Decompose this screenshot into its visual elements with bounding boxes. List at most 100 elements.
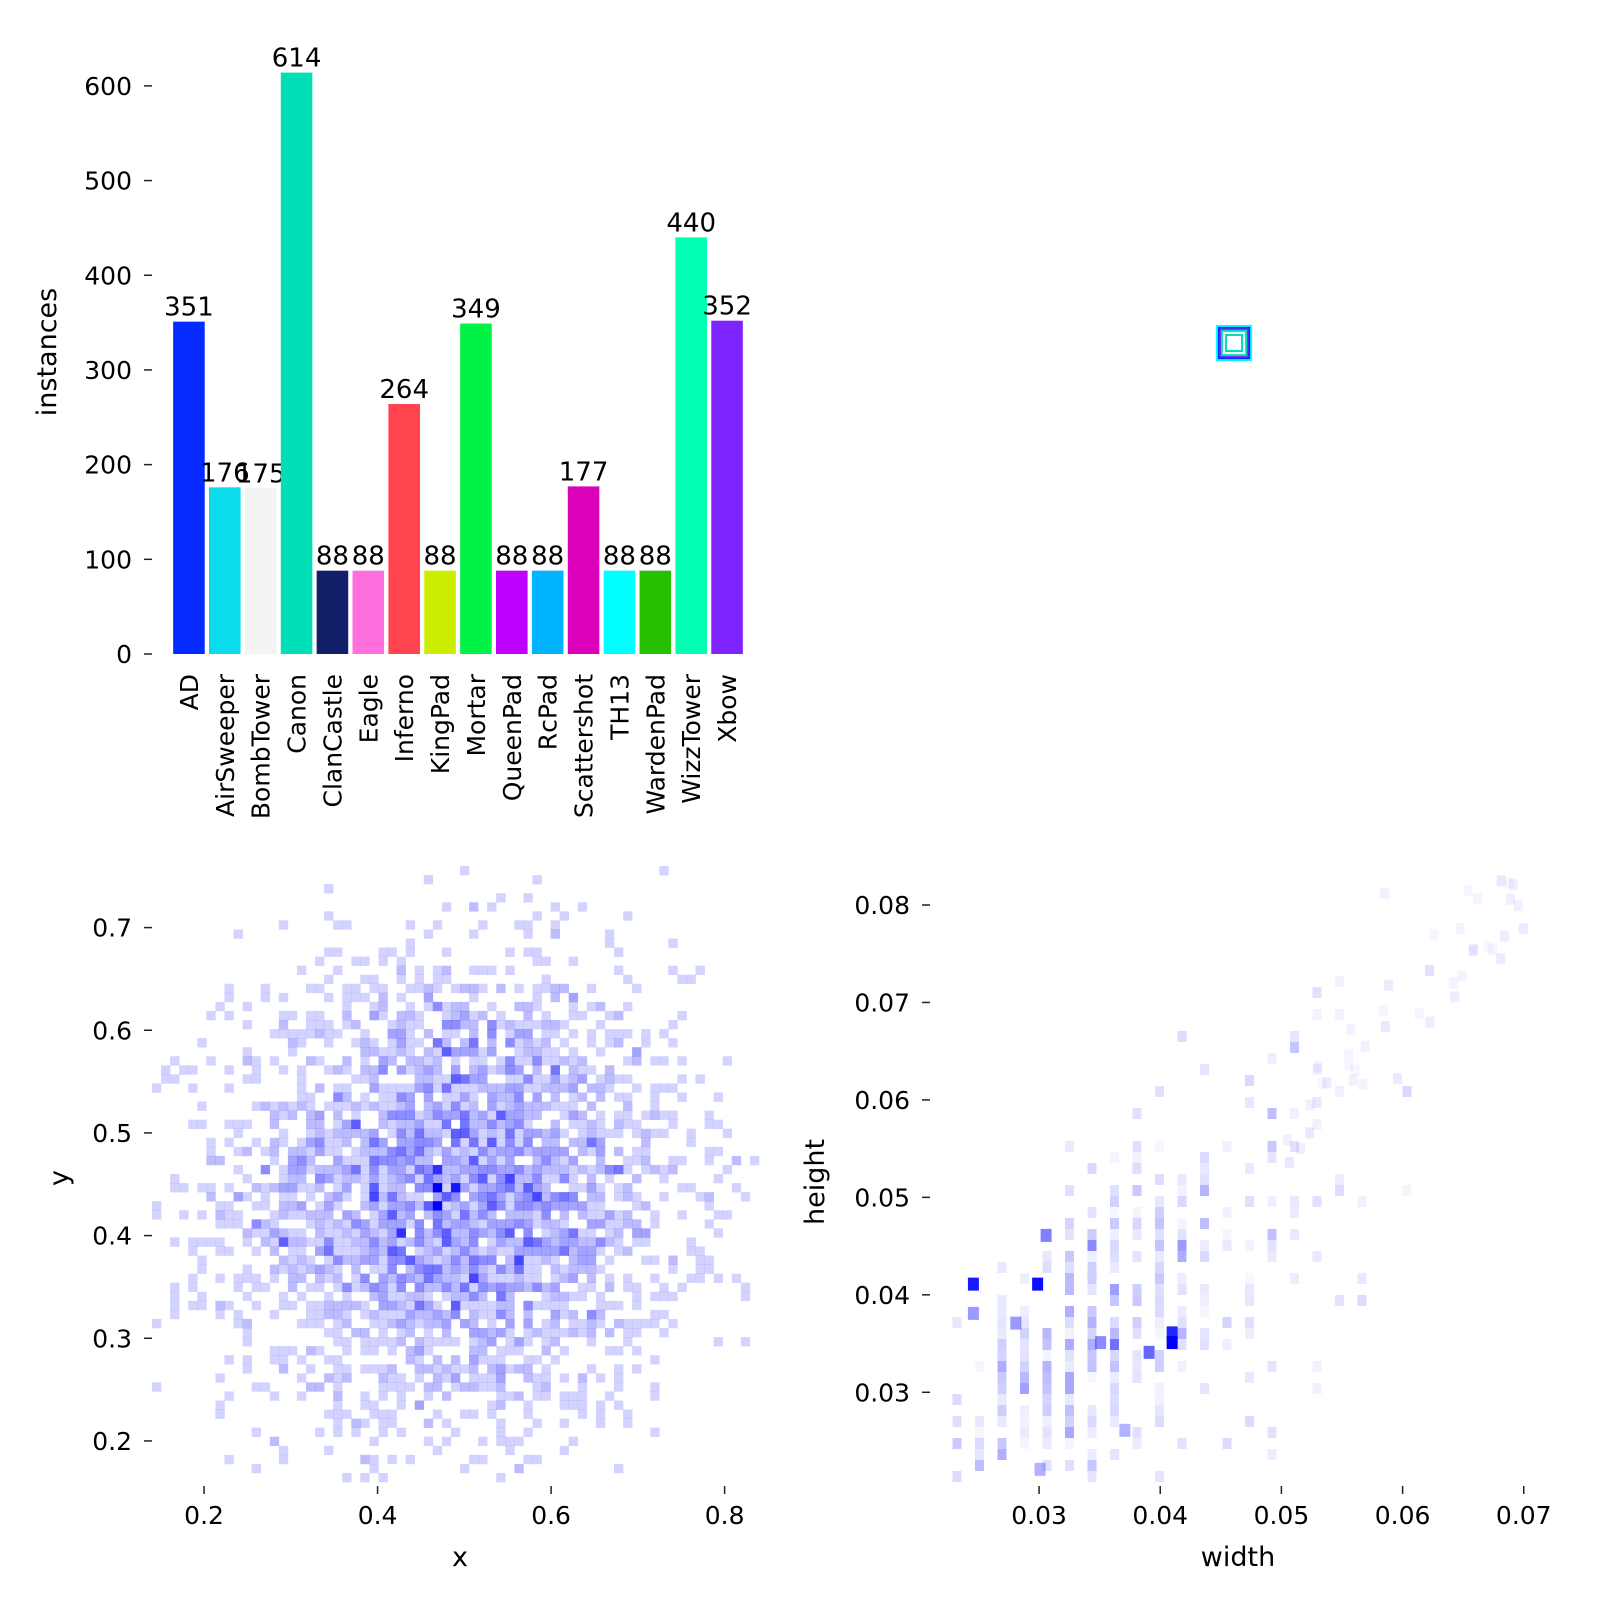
heatmap-cell — [296, 1038, 307, 1048]
heatmap-cell — [450, 1056, 461, 1066]
heatmap-cell — [668, 938, 678, 948]
heatmap-cell — [469, 1291, 479, 1302]
heatmap-cell — [641, 1029, 651, 1039]
heatmap-cell — [460, 1155, 470, 1166]
heatmap-cell — [523, 1083, 533, 1093]
heatmap-cell — [1200, 1240, 1209, 1251]
heatmap-cell — [315, 1318, 325, 1329]
heatmap-cell — [677, 1155, 687, 1166]
heatmap-cell — [1132, 1361, 1142, 1372]
heatmap-cell — [1065, 1350, 1074, 1361]
heatmap-cell — [342, 1364, 352, 1374]
heatmap-cell — [278, 1192, 289, 1202]
heatmap-cell — [405, 1328, 416, 1338]
heatmap-cell — [1110, 1284, 1119, 1295]
heatmap-cell — [514, 1282, 524, 1293]
heatmap-cell — [414, 1318, 425, 1329]
heatmap-cell — [260, 1183, 271, 1193]
heatmap-cell — [586, 1337, 597, 1347]
heatmap-cell — [677, 1056, 687, 1066]
heatmap-cell — [432, 1219, 443, 1229]
heatmap-cell — [1290, 1196, 1299, 1207]
heatmap-cell — [1518, 923, 1528, 935]
heatmap-cell — [1110, 1383, 1119, 1394]
heatmap-cell — [1065, 1460, 1074, 1471]
heatmap-cell — [278, 1355, 289, 1365]
heatmap-cell — [460, 1038, 470, 1048]
heatmap-cell — [550, 920, 560, 930]
heatmap-cell — [414, 1337, 425, 1347]
heatmap-cell — [541, 1128, 551, 1139]
heatmap-cell — [614, 1010, 624, 1021]
heatmap-cell — [514, 1137, 524, 1148]
heatmap-cell — [1132, 1185, 1142, 1196]
heatmap-cell — [641, 1255, 651, 1265]
heatmap-cell — [568, 1264, 579, 1274]
heatmap-cell — [450, 1228, 461, 1238]
heatmap-cell — [1177, 1251, 1187, 1262]
heatmap-cell — [568, 1155, 579, 1166]
heatmap-cell — [306, 1110, 316, 1120]
heatmap-cell — [623, 1246, 633, 1256]
heatmap-cell — [342, 1092, 352, 1102]
heatmap-cell — [233, 1210, 243, 1220]
y-tick-label: 0 — [116, 640, 132, 669]
heatmap-cell — [550, 1146, 560, 1157]
heatmap-cell — [351, 1228, 361, 1238]
heatmap-cell — [306, 1092, 316, 1102]
heatmap-cell — [315, 1282, 325, 1293]
heatmap-cell — [460, 1128, 470, 1139]
heatmap-cell — [1110, 1372, 1119, 1383]
heatmap-cell — [360, 1137, 370, 1148]
heatmap-cell — [505, 1164, 515, 1175]
heatmap-cell — [351, 1282, 361, 1293]
heatmap-cell — [595, 1164, 606, 1175]
heatmap-cell — [550, 1246, 560, 1256]
heatmap-cell — [369, 1291, 379, 1302]
heatmap-cell — [260, 983, 271, 994]
heatmap-cell — [152, 1201, 162, 1211]
heatmap-cell — [514, 1146, 524, 1157]
heatmap-cell — [532, 983, 542, 994]
heatmap-cell — [1295, 1143, 1305, 1155]
heatmap-cell — [351, 1074, 361, 1084]
heatmap-cell — [487, 1264, 497, 1274]
heatmap-cell — [414, 1020, 425, 1030]
heatmap-cell — [731, 1273, 742, 1284]
heatmap-cell — [1087, 1405, 1097, 1416]
heatmap-cell — [1132, 1218, 1142, 1229]
heatmap-cell — [677, 1074, 687, 1084]
heatmap-cell — [441, 1273, 452, 1284]
heatmap-cell — [215, 1246, 225, 1256]
heatmap-cell — [1132, 1427, 1142, 1438]
heatmap-cell — [478, 1264, 488, 1274]
heatmap-cell — [441, 1110, 452, 1120]
heatmap-cell — [686, 1246, 696, 1256]
heatmap-cell — [278, 1237, 289, 1247]
heatmap-cell — [387, 1318, 397, 1329]
heatmap-cell — [469, 1092, 479, 1102]
heatmap-cell — [351, 1110, 361, 1120]
heatmap-cell — [1087, 1207, 1097, 1218]
heatmap-cell — [423, 1137, 434, 1148]
bar-clancastle — [316, 570, 349, 654]
heatmap-cell — [1110, 1218, 1119, 1229]
heatmap-cell — [1087, 1449, 1097, 1460]
heatmap-cell — [450, 1309, 461, 1320]
heatmap-cell — [614, 1237, 624, 1247]
heatmap-cell — [659, 1164, 669, 1175]
heatmap-cell — [251, 1056, 262, 1066]
heatmap-cell — [432, 1001, 443, 1012]
heatmap-cell — [1155, 1218, 1164, 1229]
heatmap-cell — [405, 1128, 416, 1139]
heatmap-cell — [595, 1418, 606, 1428]
heatmap-cell — [423, 1146, 434, 1157]
heatmap-cell — [577, 1282, 588, 1293]
heatmap-cell — [1042, 1416, 1052, 1427]
heatmap-cell — [296, 1074, 307, 1084]
heatmap-cell — [469, 1174, 479, 1184]
heatmap-cell — [206, 1056, 216, 1066]
heatmap-cell — [152, 1382, 162, 1392]
heatmap-cell — [278, 1110, 289, 1120]
heatmap-cell — [287, 1155, 298, 1166]
